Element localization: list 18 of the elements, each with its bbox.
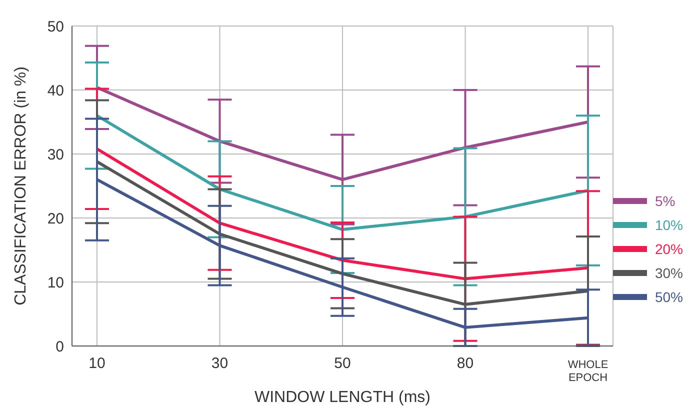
- y-axis-title: CLASSIFICATION ERROR (in %): [12, 66, 30, 306]
- y-tick-label: 40: [47, 82, 64, 100]
- legend-label: 30%: [654, 265, 683, 281]
- y-tick-label: 10: [47, 274, 64, 292]
- y-tick-label: 0: [56, 338, 64, 356]
- legend-label: 20%: [654, 241, 683, 257]
- legend-label: 5%: [655, 193, 676, 209]
- y-tick-label: 30: [47, 146, 64, 164]
- x-tick-label: 30: [211, 355, 228, 372]
- y-tick-label: 50: [47, 18, 64, 36]
- legend-label: 10%: [654, 217, 683, 233]
- x-tick-label: WHOLE EPOCH: [568, 359, 608, 384]
- legend-label: 50%: [654, 289, 683, 305]
- x-tick-label: 50: [334, 355, 351, 372]
- x-tick-label: 10: [88, 355, 106, 372]
- x-axis-title: WINDOW LENGTH (ms): [254, 389, 430, 406]
- y-tick-label: 20: [47, 210, 64, 228]
- x-tick-label: 80: [456, 355, 474, 372]
